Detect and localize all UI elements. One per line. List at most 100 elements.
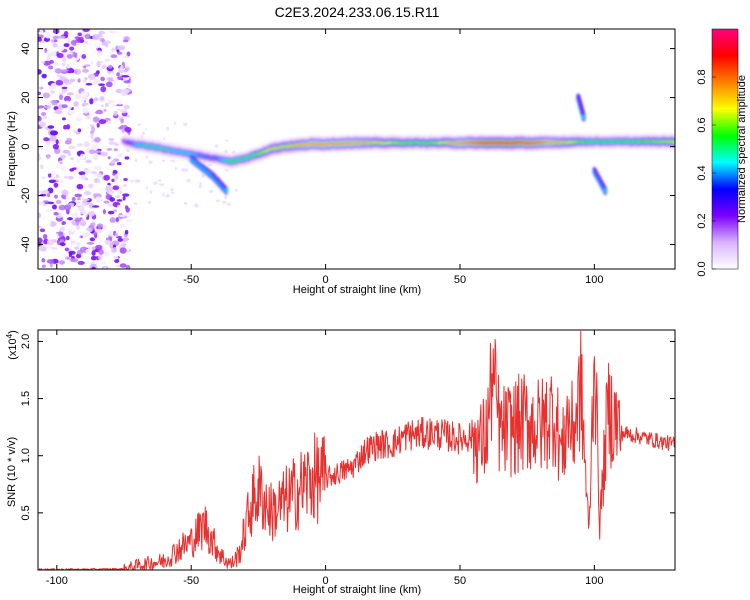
- noise-speck: [115, 140, 123, 144]
- noise-speck: [41, 251, 45, 256]
- noise-speck: [201, 174, 205, 178]
- noise-speck: [38, 201, 44, 206]
- colorbar-gradient: [711, 28, 739, 270]
- colorbar-tick-label: 0.4: [696, 165, 708, 180]
- noise-speck: [60, 166, 68, 171]
- noise-speck: [93, 106, 101, 111]
- branch-cell: [603, 188, 608, 193]
- noise-speck: [42, 200, 50, 203]
- noise-speck: [105, 43, 109, 48]
- noise-speck: [50, 247, 58, 250]
- noise-speck: [120, 108, 128, 114]
- noise-speck: [49, 135, 57, 142]
- noise-speck: [183, 201, 188, 205]
- noise-speck: [96, 223, 104, 228]
- noise-speck: [61, 117, 66, 121]
- noise-speck: [193, 203, 199, 208]
- noise-speck: [63, 204, 72, 211]
- noise-speck: [46, 221, 51, 227]
- noise-speck: [46, 259, 55, 264]
- noise-speck: [59, 226, 65, 232]
- noise-speck: [109, 72, 116, 78]
- noise-speck: [47, 201, 55, 205]
- snr-y-axis: 0.5 1.0 1.5 2.0: [20, 334, 675, 521]
- noise-speck: [81, 54, 87, 59]
- noise-speck: [40, 111, 47, 117]
- y-tick-label: 40: [20, 42, 32, 54]
- noise-speck: [52, 170, 56, 175]
- noise-speck: [82, 79, 87, 83]
- noise-speck: [71, 196, 76, 202]
- colorbar-ticks: 0.0 0.2 0.4 0.6 0.8: [696, 69, 716, 277]
- noise-speck: [108, 141, 116, 146]
- noise-speck: [42, 233, 48, 240]
- noise-speck: [44, 138, 51, 141]
- noise-speck: [63, 175, 70, 179]
- noise-speck: [89, 67, 97, 74]
- noise-speck: [225, 139, 229, 142]
- noise-speck: [124, 205, 129, 210]
- noise-speck: [94, 111, 102, 115]
- noise-speck: [104, 58, 110, 62]
- noise-speck: [76, 166, 81, 174]
- noise-speck: [120, 118, 124, 124]
- noise-speck: [76, 253, 82, 259]
- noise-speck: [57, 35, 66, 39]
- noise-speck: [107, 99, 115, 103]
- ridge-cell: [671, 141, 675, 144]
- x-tick-label: -50: [183, 575, 199, 587]
- noise-speck: [91, 266, 96, 269]
- noise-speck: [38, 36, 42, 42]
- noise-speck: [83, 205, 90, 212]
- noise-speck: [44, 245, 52, 249]
- noise-speck: [80, 153, 85, 160]
- noise-speck: [58, 94, 64, 101]
- noise-speck: [38, 142, 41, 146]
- noise-speck: [107, 79, 114, 82]
- x-tick-label: 100: [585, 274, 603, 286]
- noise-speck: [53, 182, 59, 188]
- noise-speck: [85, 115, 91, 120]
- noise-speck: [43, 88, 50, 92]
- noise-speck: [147, 200, 152, 204]
- noise-speck: [114, 77, 118, 84]
- noise-speck: [110, 54, 118, 59]
- noise-speck: [67, 217, 73, 221]
- noise-speck: [56, 52, 64, 59]
- noise-speck: [81, 102, 89, 106]
- noise-speck: [76, 158, 80, 164]
- noise-speck: [93, 165, 102, 171]
- noise-speck: [61, 63, 66, 66]
- noise-speck: [45, 208, 53, 212]
- noise-speck: [64, 140, 72, 145]
- noise-speck: [116, 161, 122, 166]
- x-tick-label: 0: [323, 274, 329, 286]
- colorbar-tick-label: 0.2: [696, 213, 708, 228]
- noise-speck: [82, 107, 90, 114]
- noise-speck: [141, 131, 145, 135]
- noise-speck: [98, 119, 107, 125]
- noise-speck: [84, 177, 89, 181]
- noise-speck: [71, 242, 77, 248]
- noise-speck: [74, 93, 82, 100]
- noise-speck: [63, 124, 67, 130]
- noise-speck: [49, 85, 54, 91]
- noise-speck: [38, 155, 42, 161]
- noise-speck: [107, 120, 111, 125]
- noise-speck: [98, 30, 106, 35]
- noise-speck: [69, 168, 75, 172]
- noise-speck: [46, 192, 51, 198]
- spectrogram-frame: [37, 28, 676, 270]
- noise-speck: [170, 159, 176, 163]
- noise-speck: [89, 98, 94, 105]
- noise-speck: [84, 211, 88, 218]
- noise-speck: [93, 97, 99, 102]
- noise-speck: [106, 147, 113, 151]
- noise-speck: [42, 178, 49, 185]
- spectrogram-panel: -100 -50 0 50 100 -40 -20 0 20 40 Height of stra…: [6, 28, 676, 296]
- noise-speck: [130, 179, 135, 183]
- noise-speck: [100, 76, 105, 82]
- noise-speck: [50, 90, 56, 94]
- noise-speck: [96, 172, 102, 178]
